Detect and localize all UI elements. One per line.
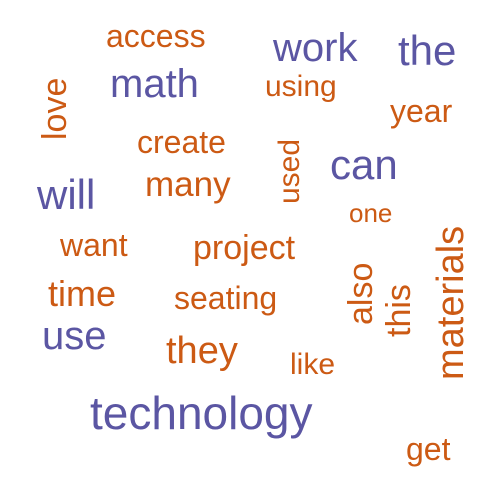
word-the: the — [398, 27, 457, 74]
word-time: time — [48, 273, 117, 314]
word-this: this — [380, 284, 418, 337]
word-they: they — [166, 330, 238, 372]
word-used: used — [273, 138, 306, 204]
word-math: math — [110, 62, 199, 106]
word-materials: materials — [430, 225, 472, 380]
word-love: love — [36, 77, 74, 140]
word-get: get — [406, 431, 451, 467]
word-using: using — [265, 70, 337, 103]
word-year: year — [390, 93, 453, 129]
word-work: work — [273, 26, 358, 70]
word-like: like — [290, 348, 336, 381]
word-many: many — [145, 165, 231, 204]
word-project: project — [193, 229, 296, 267]
word-can: can — [330, 141, 398, 188]
word-one: one — [349, 198, 393, 228]
word-access: access — [106, 18, 206, 54]
word-create: create — [137, 124, 226, 160]
word-also: also — [342, 262, 380, 325]
word-technology: technology — [90, 387, 313, 439]
word-will: will — [37, 171, 96, 218]
word-seating: seating — [174, 280, 278, 316]
word-use: use — [42, 314, 107, 358]
word-want: want — [60, 227, 128, 263]
